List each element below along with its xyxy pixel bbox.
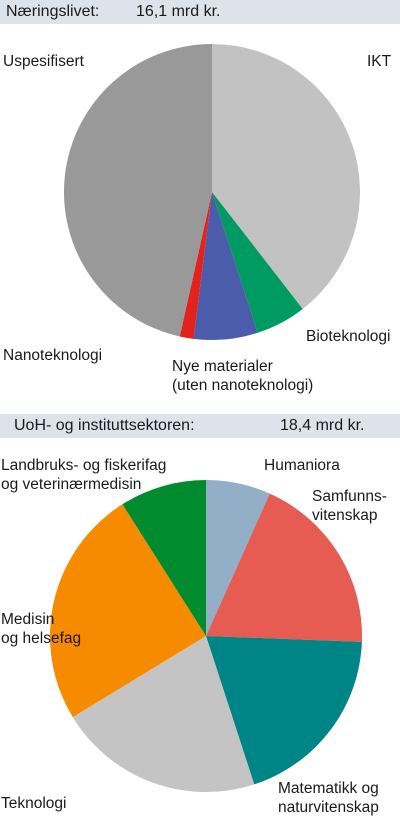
slice-label-ikt: IKT [367, 53, 392, 70]
slice-label-samfunnsvitenskap: Samfunns- vitenskap [312, 488, 387, 524]
slice-label-medisin-helsefag: Medisin og helsefag [1, 611, 82, 647]
slice-label-nanoteknologi: Nanoteknologi [3, 347, 103, 364]
slice-label-nye-materialer: Nye materialer (uten nanoteknologi) [172, 358, 314, 394]
pie-slice-ikt [212, 44, 360, 309]
pie-slice-samfunns-vitenskap [206, 493, 363, 642]
pie-slice-nye-materialer-uten-nanoteknologi [193, 192, 258, 340]
pie-slice-medisin-og-helsefag [49, 504, 207, 718]
pie-chart-uoh [49, 480, 363, 792]
pie-slice-landbruks-og-fiskerifag-og-veterinærmedisin [122, 480, 206, 636]
header-label: UoH- og instituttsektoren: [14, 417, 195, 434]
pie-slice-humaniora [206, 480, 270, 636]
slice-label-uspesifisert: Uspesifisert [3, 53, 84, 70]
pie-slice-nanoteknologi [179, 192, 212, 339]
slice-label-humaniora: Humaniora [264, 457, 340, 474]
pie-slice-matematikk-og-naturvitenskap [206, 636, 362, 785]
header-value: 16,1 mrd kr. [136, 3, 221, 20]
header-value: 18,4 mrd kr. [280, 417, 365, 434]
slice-label-teknologi: Teknologi [1, 795, 67, 812]
pie-chart-naeringslivet [63, 43, 360, 340]
pie-slice-bioteknologi [212, 192, 303, 333]
header-label: Næringslivet: [6, 3, 100, 20]
header-uoh-instituttsektoren: UoH- og instituttsektoren: 18,4 mrd kr. [0, 414, 400, 438]
slice-label-landbruk-fiskeri: Landbruks- og fiskerifag og veterinærmed… [1, 457, 167, 493]
header-naeringslivet: Næringslivet: 16,1 mrd kr. [0, 0, 400, 24]
slice-label-bioteknologi: Bioteknologi [306, 328, 391, 345]
slice-label-matematikk-naturvitenskap: Matematikk og naturvitenskap [278, 780, 379, 816]
pie-slice-teknologi [72, 636, 255, 792]
pie-slice-uspesifisert [63, 43, 213, 337]
